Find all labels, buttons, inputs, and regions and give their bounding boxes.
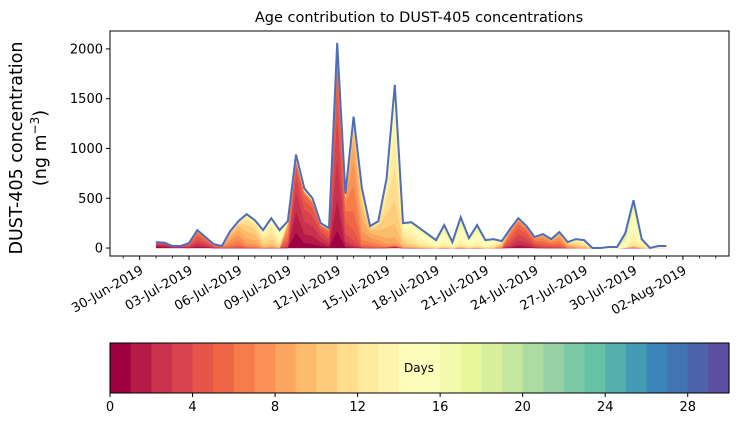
total-concentration-line xyxy=(156,42,667,250)
y-tick-label: 500 xyxy=(78,192,103,207)
colorbar xyxy=(110,343,730,393)
y-axis: 0 500 1000 1500 2000 xyxy=(70,42,110,257)
colorbar-bin-0 xyxy=(110,343,132,393)
colorbar-tick-label: 20 xyxy=(514,400,531,415)
colorbar-bin-17 xyxy=(460,343,482,393)
colorbar-bin-19 xyxy=(502,343,524,393)
colorbar-bin-4 xyxy=(192,343,214,393)
colorbar-bin-21 xyxy=(543,343,565,393)
y-axis-unit-exponent: −3 xyxy=(28,117,42,135)
colorbar-bin-3 xyxy=(171,343,194,393)
colorbar-bin-8 xyxy=(275,343,297,393)
colorbar-bin-27 xyxy=(667,343,689,393)
colorbar-bin-7 xyxy=(254,343,276,393)
colorbar-bin-2 xyxy=(151,343,173,393)
colorbar-tick-label: 24 xyxy=(597,400,614,415)
y-axis-label-line1: DUST-405 concentration xyxy=(7,42,27,255)
colorbar-bin-5 xyxy=(213,343,235,393)
chart-title: Age contribution to DUST-405 concentrati… xyxy=(255,10,583,26)
colorbar-bin-24 xyxy=(605,343,627,393)
colorbar-label: Days xyxy=(404,361,434,375)
y-tick-label: 1000 xyxy=(70,142,103,157)
colorbar-bin-14 xyxy=(398,343,421,393)
colorbar-tick-label: 4 xyxy=(188,400,196,415)
stacked-age-areas xyxy=(155,42,667,250)
colorbar-bin-12 xyxy=(357,343,379,393)
colorbar-bin-22 xyxy=(563,343,586,393)
colorbar-tick-label: 8 xyxy=(271,400,279,415)
y-tick-label: 2000 xyxy=(70,42,103,57)
colorbar-bin-9 xyxy=(295,343,317,393)
y-axis-unit-suffix: ) xyxy=(31,110,51,117)
colorbar-bin-6 xyxy=(233,343,256,393)
y-axis-label-line2: (ng m−3) xyxy=(28,110,51,186)
colorbar-bin-20 xyxy=(522,343,544,393)
colorbar-bin-10 xyxy=(316,343,338,393)
y-tick-label: 1500 xyxy=(70,92,103,107)
colorbar-bin-13 xyxy=(378,343,400,393)
colorbar-bin-1 xyxy=(130,343,152,393)
colorbar-bin-23 xyxy=(584,343,606,393)
colorbar-bin-11 xyxy=(336,343,359,393)
y-tick-label: 0 xyxy=(95,242,103,257)
y-axis-unit-prefix: (ng m xyxy=(31,134,51,186)
colorbar-bin-25 xyxy=(625,343,648,393)
colorbar-tick-label: 28 xyxy=(679,400,696,415)
y-axis-label: DUST-405 concentration (ng m−3) xyxy=(7,42,51,255)
colorbar-bin-28 xyxy=(687,343,709,393)
colorbar-bin-16 xyxy=(440,343,462,393)
colorbar-tick-label: 12 xyxy=(349,400,366,415)
colorbar-tick-label: 0 xyxy=(106,400,114,415)
colorbar-tick-label: 16 xyxy=(432,400,449,415)
colorbar-bin-29 xyxy=(708,343,730,393)
colorbar-frame xyxy=(109,342,730,394)
colorbar-bin-18 xyxy=(481,343,503,393)
colorbar-axis: 0 4 8 12 16 20 24 28 xyxy=(106,393,696,415)
colorbar-bin-26 xyxy=(646,343,668,393)
colorbar-bin-15 xyxy=(419,343,441,393)
